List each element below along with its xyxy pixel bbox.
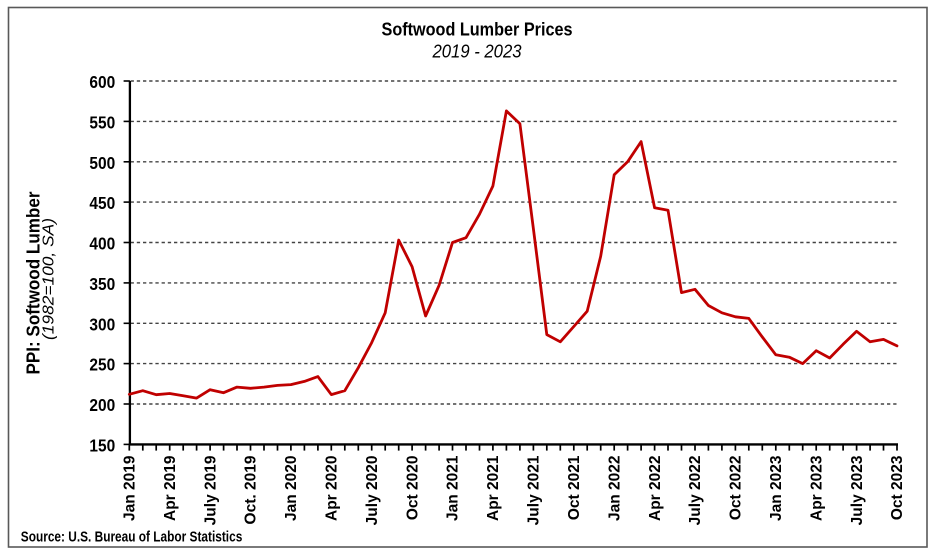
svg-text:July 2023: July 2023 [849, 455, 866, 525]
svg-text:350: 350 [89, 274, 115, 294]
svg-text:Apr 2020: Apr 2020 [324, 456, 341, 521]
svg-text:500: 500 [89, 153, 115, 173]
svg-text:2019 - 2023: 2019 - 2023 [432, 42, 522, 62]
svg-text:Oct 2022: Oct 2022 [728, 456, 745, 521]
svg-text:600: 600 [89, 72, 115, 92]
svg-text:PPI: Softwood Lumber: PPI: Softwood Lumber [24, 192, 44, 375]
svg-text:July 2021: July 2021 [526, 455, 543, 525]
svg-text:Jan 2023: Jan 2023 [768, 455, 785, 521]
svg-text:550: 550 [89, 112, 115, 132]
svg-text:150: 150 [89, 435, 115, 455]
svg-text:Oct 2023: Oct 2023 [889, 455, 906, 520]
svg-text:250: 250 [89, 355, 115, 375]
svg-text:Jan 2020: Jan 2020 [283, 456, 300, 522]
svg-text:Apr 2021: Apr 2021 [485, 455, 502, 521]
svg-text:Jan 2019: Jan 2019 [122, 455, 139, 521]
svg-text:July 2019: July 2019 [202, 455, 219, 525]
svg-text:Source: U.S. Bureau of Labor S: Source: U.S. Bureau of Labor Statistics [21, 529, 243, 546]
svg-text:Jan 2021: Jan 2021 [445, 455, 462, 521]
svg-text:July 2020: July 2020 [364, 456, 381, 526]
svg-text:450: 450 [89, 193, 115, 213]
svg-text:Oct. 2019: Oct. 2019 [243, 455, 260, 524]
svg-text:Apr 2022: Apr 2022 [647, 456, 664, 521]
svg-text:Softwood Lumber Prices: Softwood Lumber Prices [382, 19, 573, 40]
svg-text:Apr 2019: Apr 2019 [162, 455, 179, 521]
svg-text:(1982=100, SA): (1982=100, SA) [41, 218, 58, 340]
svg-text:Jan 2022: Jan 2022 [606, 456, 623, 522]
svg-text:200: 200 [89, 395, 115, 415]
svg-text:Apr 2023: Apr 2023 [808, 455, 825, 521]
svg-text:July 2022: July 2022 [687, 456, 704, 526]
svg-text:Oct 2021: Oct 2021 [566, 455, 583, 520]
svg-text:Oct 2020: Oct 2020 [404, 456, 421, 521]
svg-text:400: 400 [89, 234, 115, 254]
svg-text:300: 300 [89, 314, 115, 334]
